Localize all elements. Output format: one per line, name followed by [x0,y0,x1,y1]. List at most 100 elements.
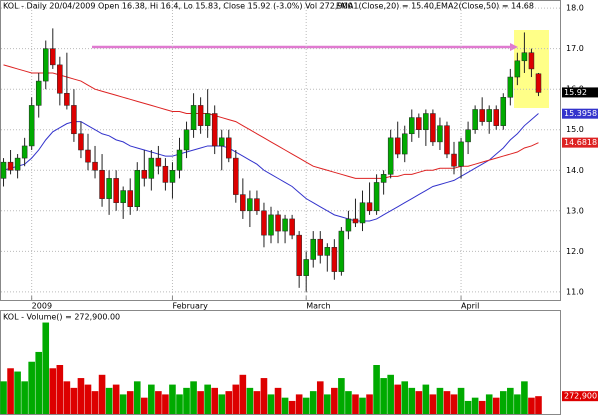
volume-bar [183,387,190,414]
candle-body [211,113,218,147]
volume-bar [281,397,289,414]
candle-body [500,97,507,126]
volume-bar [126,391,134,414]
y-tick-label: 14.0 [566,166,584,175]
volume-bar [485,394,493,414]
candle-body [134,170,141,208]
candle-body [57,64,63,94]
x-tick-label: 2009 [32,302,52,311]
candle-body [7,161,14,171]
candle-body [169,170,176,183]
volume-bar [331,387,338,414]
volume-bar [190,381,197,414]
volume-bar [429,394,437,414]
candle-body [507,76,514,98]
candle-body [64,92,70,106]
candle-body [535,73,542,93]
candle-body [289,218,295,236]
candle-body [233,157,239,195]
y-tick-label: 17.0 [566,44,584,53]
candle-body [226,137,232,159]
volume-bar [450,394,458,414]
volume-bar [394,384,402,414]
volume-bar [457,387,465,414]
volume-bar [148,384,155,414]
volume-title: KOL - Volume() = 272,900.00 [3,313,120,322]
candle-body [528,52,535,70]
volume-bar [7,368,14,414]
candle-body [521,52,528,62]
volume-bar [359,397,366,414]
volume-bar [63,381,71,414]
volume-bar [415,391,423,414]
volume-bar [253,391,261,414]
candle-body [324,247,331,256]
volume-bar [380,378,387,414]
candle-body [373,182,380,212]
volume-bar [521,381,528,414]
candle-body [155,157,162,167]
candle-body [247,198,253,212]
volume-bar [443,391,451,414]
candle-body [465,129,471,143]
candle-body [85,149,91,163]
candle-body [197,105,204,126]
volume-last-box [562,391,598,402]
candle-body [493,109,499,126]
candle-body [486,109,492,122]
volume-bar [14,371,21,414]
candle-body [359,202,366,224]
candle-body [451,153,457,167]
candle-body [416,117,422,130]
y-tick-label: 13.0 [566,206,584,215]
candle-body [120,190,126,203]
volume-bar [366,394,373,414]
volume-bar [197,391,204,414]
candle-body [240,194,246,212]
volume-bar [42,322,50,414]
chart-title: KOL - Daily 20/04/2009 Open 16.38, Hi 16… [3,2,353,11]
candle-body [338,230,345,272]
last-value-box [562,137,598,148]
volume-bar [35,351,43,414]
volume-last-label: 272,900 [564,392,597,401]
candle-body [190,105,197,130]
volume-bar [295,394,303,414]
candle-body [148,157,155,179]
volume-panel [0,310,561,415]
candle-body [268,214,274,236]
ema-line [3,64,539,179]
candle-body [0,161,7,179]
candle-body [106,178,112,199]
volume-bar [471,397,479,414]
candle-body [43,48,49,82]
volume-bar [239,374,247,414]
candle-body [282,218,288,232]
candle-body [352,218,359,224]
volume-bar [91,391,99,414]
volume-bar [535,396,542,414]
last-value-box [562,87,598,98]
volume-bar [422,384,430,414]
candle-body [275,214,281,232]
candle-body [113,178,119,203]
y-tick-label: 12.0 [566,247,584,256]
candle-body [296,234,302,276]
volume-bar [162,394,169,414]
volume-bar [49,368,57,414]
volume-bar [105,387,113,414]
volume-bar [499,391,507,414]
candle-body [409,117,415,135]
x-tick-label: March [306,302,330,311]
volume-bar [246,387,254,414]
volume-bar [260,378,268,414]
candle-body [162,165,169,183]
last-value-label: 15.92 [564,88,587,97]
candle-body [345,218,352,232]
candle-body [458,141,464,167]
candle-body [472,109,478,130]
candle-body [380,174,387,183]
volume-bar [225,391,233,414]
